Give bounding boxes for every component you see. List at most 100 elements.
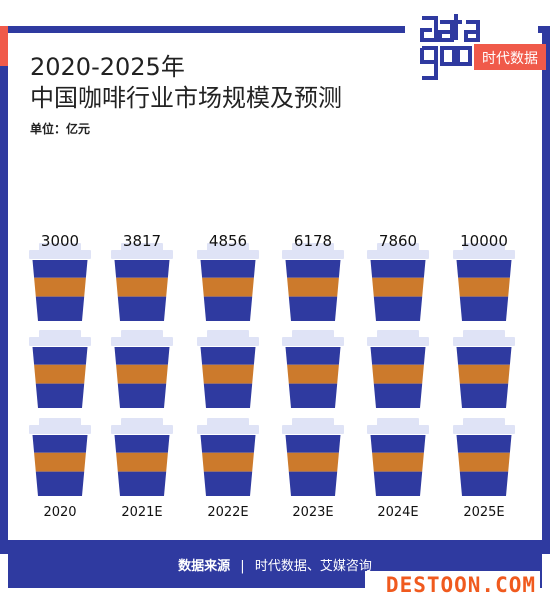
cup-band-3-2-0 (285, 260, 341, 278)
cup-band-4-2-2 (373, 296, 423, 321)
footer-source: 时代数据、艾媒咨询 (254, 559, 372, 574)
cup-band-4-0-1 (372, 452, 424, 472)
cup-band-1-2-1 (116, 277, 168, 297)
cup-lid-rim-5-1 (453, 337, 515, 346)
cup-lid-rim-4-2 (367, 250, 429, 259)
cup-lid-rim-3-2 (282, 250, 344, 259)
cup-band-3-1-0 (285, 347, 341, 365)
cup-band-5-1-2 (459, 383, 509, 408)
cup-band-4-1-2 (373, 383, 423, 408)
cup-lid-top-3-2 (292, 243, 334, 251)
cup-lid-top-5-1 (463, 330, 505, 338)
accent-bar (0, 26, 8, 66)
logo-glyph-a (438, 20, 454, 42)
category-label-5: 2025E (463, 505, 504, 520)
cup-band-4-1-0 (370, 347, 426, 365)
logo-text: 时代数据 (482, 51, 538, 67)
cup-band-1-2-0 (114, 260, 170, 278)
cup-band-2-0-2 (203, 471, 253, 496)
logo-badge (474, 44, 546, 70)
cup-lid-top-3-0 (292, 418, 334, 426)
cup-lid-top-1-1 (121, 330, 163, 338)
cup-band-3-0-1 (287, 452, 339, 472)
cup-band-5-2-1 (458, 277, 510, 297)
cup-lid-rim-1-2 (111, 250, 173, 259)
cup-band-4-0-0 (370, 435, 426, 453)
cup-band-5-2-2 (459, 296, 509, 321)
cup-lid-rim-2-2 (197, 250, 259, 259)
cup-lid-rim-5-2 (453, 250, 515, 259)
cup-lid-top-4-2 (377, 243, 419, 251)
cup-band-4-1-1 (372, 364, 424, 384)
cup-lid-rim-5-0 (453, 425, 515, 434)
cup-lid-rim-1-1 (111, 337, 173, 346)
category-label-1: 2021E (121, 505, 162, 520)
cup-band-2-2-1 (202, 277, 254, 297)
chart-title: 2020-2025年 中国咖啡行业市场规模及预测 (30, 52, 342, 114)
cup-band-0-0-1 (34, 452, 86, 472)
cup-lid-top-1-2 (121, 243, 163, 251)
cup-band-0-0-2 (35, 471, 85, 496)
cup-lid-top-5-0 (463, 418, 505, 426)
cup-band-2-1-0 (200, 347, 256, 365)
cup-lid-rim-1-0 (111, 425, 173, 434)
logo-glyph-o (440, 46, 456, 66)
frame-top-bar (0, 26, 405, 33)
cup-lid-top-1-0 (121, 418, 163, 426)
cup-band-0-1-0 (32, 347, 88, 365)
logo-glyph-o2 (456, 46, 472, 66)
cup-band-2-2-2 (203, 296, 253, 321)
cup-band-0-1-2 (35, 383, 85, 408)
cup-lid-rim-0-2 (29, 250, 91, 259)
cup-band-5-0-1 (458, 452, 510, 472)
coffee-cup-chart: 3000 2020 3817 2021E 4856 2022E 6178 2023E 7860 2… (29, 232, 515, 520)
frame-right-bar (542, 26, 550, 554)
cup-band-1-0-2 (117, 471, 167, 496)
cup-band-1-1-0 (114, 347, 170, 365)
value-label-3: 6178 (294, 232, 332, 250)
logo-glyph-a2 (464, 20, 480, 42)
cup-band-2-0-0 (200, 435, 256, 453)
cup-band-0-0-0 (32, 435, 88, 453)
cup-band-1-0-0 (114, 435, 170, 453)
cup-lid-rim-3-1 (282, 337, 344, 346)
cup-band-0-2-2 (35, 296, 85, 321)
cup-band-0-2-1 (34, 277, 86, 297)
cup-band-3-2-1 (287, 277, 339, 297)
cup-band-1-2-2 (117, 296, 167, 321)
value-label-1: 3817 (123, 232, 161, 250)
footer-separator: | (240, 559, 245, 574)
cup-lid-top-0-2 (39, 243, 81, 251)
cup-lid-top-4-1 (377, 330, 419, 338)
cup-band-3-0-2 (288, 471, 338, 496)
cup-band-4-2-1 (372, 277, 424, 297)
datagoo-logo: 时代数据 (420, 14, 546, 80)
logo-glyph-g (420, 46, 438, 80)
logo-glyph-t (452, 14, 462, 40)
cup-band-5-1-0 (456, 347, 512, 365)
cup-band-1-1-1 (116, 364, 168, 384)
cup-band-3-0-0 (285, 435, 341, 453)
cup-lid-top-2-1 (207, 330, 249, 338)
cup-band-3-1-2 (288, 383, 338, 408)
cup-band-5-1-1 (458, 364, 510, 384)
category-label-2: 2022E (207, 505, 248, 520)
cup-lid-top-3-1 (292, 330, 334, 338)
category-label-0: 2020 (43, 505, 76, 520)
cup-band-5-2-0 (456, 260, 512, 278)
cup-band-4-0-2 (373, 471, 423, 496)
logo-glyph-d (420, 16, 438, 42)
cup-lid-top-2-2 (207, 243, 249, 251)
cup-band-1-1-2 (117, 383, 167, 408)
frame-left-bar (0, 26, 8, 554)
cup-band-0-1-1 (34, 364, 86, 384)
watermark-text: DESTOON.COM (385, 573, 536, 597)
category-label-3: 2023E (292, 505, 333, 520)
cup-lid-rim-2-0 (197, 425, 259, 434)
footer-label: 数据来源 (178, 559, 231, 574)
watermark-bg (365, 571, 540, 601)
category-label-4: 2024E (377, 505, 418, 520)
cup-lid-top-2-0 (207, 418, 249, 426)
cup-lid-rim-2-1 (197, 337, 259, 346)
cup-band-0-2-0 (32, 260, 88, 278)
